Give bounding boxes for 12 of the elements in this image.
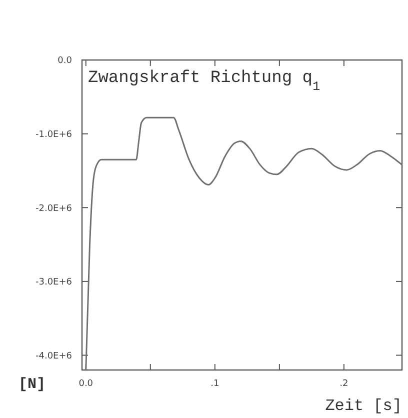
y-tick-label: -3.0E+6 (35, 278, 72, 288)
y-axis-title: [N] (18, 376, 46, 393)
y-tick-label: -4.0E+6 (35, 351, 72, 362)
x-tick-label: 0.0 (78, 379, 94, 389)
line-series (85, 116, 403, 371)
x-axis-title: Zeit [s] (325, 397, 402, 415)
y-tick-label: 0.0 (58, 56, 72, 66)
x-tick-label: .2 (340, 379, 348, 389)
y-tick-label: -2.0E+6 (35, 204, 72, 214)
text: Zwangskraft Richtung q$_{1}$ (88, 69, 320, 94)
x-tick-label: .1 (210, 379, 220, 389)
y-tick-label: -1.0E+6 (35, 130, 72, 140)
